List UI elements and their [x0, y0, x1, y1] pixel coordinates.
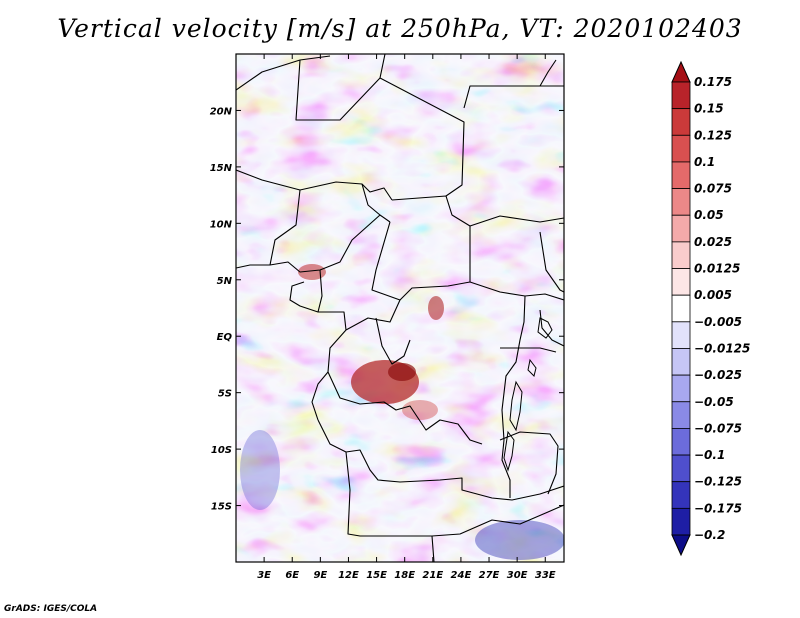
colorbar-swatch — [671, 401, 691, 429]
lon-tick-label: 21E — [422, 570, 443, 581]
lon-tick-label: 9E — [313, 570, 327, 581]
lat-tick-label: 10S — [211, 445, 232, 456]
colorbar-swatch — [671, 81, 691, 110]
colorbar-swatch — [671, 161, 691, 189]
lon-tick-label: 18E — [394, 570, 415, 581]
colorbar-swatch — [671, 321, 691, 349]
lon-tick-label: 30E — [507, 570, 528, 581]
colorbar-label: −0.1 — [694, 448, 725, 462]
colorbar-bottom-arrow — [671, 534, 691, 557]
colorbar-swatch — [671, 507, 691, 536]
colorbar-label: −0.075 — [694, 421, 742, 435]
lon-tick-label: 12E — [338, 570, 359, 581]
longitude-ticks: 3E 6E 9E 12E 15E 18E 21E 24E 27E 30E 33E — [257, 54, 556, 581]
lon-tick-label: 3E — [257, 570, 271, 581]
lat-tick-label: 5S — [218, 389, 232, 400]
latitude-ticks: 20N 15N 10N 5N EQ 5S 10S 15S — [210, 106, 564, 513]
lat-tick-label: 20N — [210, 106, 233, 117]
lon-tick-label: 27E — [479, 570, 500, 581]
colorbar-swatch — [671, 188, 691, 216]
colorbar-swatch — [671, 294, 691, 323]
colorbar-swatch — [671, 134, 691, 163]
colorbar-swatch — [671, 454, 691, 483]
lat-tick-label: 15S — [211, 502, 232, 513]
lat-tick-label: EQ — [217, 332, 233, 343]
colorbar-swatch — [671, 374, 691, 403]
lon-tick-label: 33E — [535, 570, 556, 581]
colorbar-label: 0.0125 — [694, 262, 740, 276]
colorbar-swatch — [671, 214, 691, 243]
colorbar: 0.175 0.15 0.125 0.1 0.075 0.05 0.025 0.0125 0.0… — [671, 60, 750, 557]
colorbar-label: −0.025 — [694, 368, 742, 382]
colorbar-label: 0.05 — [694, 208, 724, 222]
colorbar-label: −0.005 — [694, 315, 742, 329]
lon-tick-label: 6E — [285, 570, 299, 581]
velocity-field — [236, 54, 564, 562]
colorbar-top-arrow — [671, 60, 691, 83]
colorbar-label: 0.125 — [694, 128, 732, 142]
colorbar-label: −0.175 — [694, 501, 742, 515]
colorbar-label: 0.15 — [694, 102, 724, 116]
colorbar-label: 0.1 — [694, 155, 715, 169]
map-title: Vertical velocity [m/s] at 250hPa, VT: 2… — [57, 14, 743, 43]
lat-tick-label: 5N — [217, 276, 233, 287]
colorbar-swatch — [671, 481, 691, 509]
colorbar-swatch — [671, 268, 691, 296]
colorbar-label: −0.2 — [694, 528, 725, 542]
lon-tick-label: 15E — [366, 570, 387, 581]
colorbar-label: 0.175 — [694, 75, 732, 89]
colorbar-label: 0.005 — [694, 288, 732, 302]
software-credit: GrADS: IGES/COLA — [4, 604, 98, 614]
colorbar-swatch — [671, 241, 691, 269]
map-frame — [235, 53, 565, 563]
colorbar-label: −0.05 — [694, 395, 734, 409]
colorbar-swatch — [671, 428, 691, 456]
colorbar-swatch — [671, 108, 691, 136]
colorbar-label: 0.025 — [694, 235, 732, 249]
lat-tick-label: 10N — [210, 219, 233, 230]
country-boundaries — [236, 54, 564, 562]
colorbar-swatch — [671, 348, 691, 376]
lakes — [503, 317, 553, 472]
colorbar-label: 0.075 — [694, 182, 732, 196]
lat-tick-label: 15N — [210, 163, 233, 174]
colorbar-label: −0.0125 — [694, 341, 750, 355]
colorbar-label: −0.125 — [694, 475, 742, 489]
lon-tick-label: 24E — [451, 570, 472, 581]
